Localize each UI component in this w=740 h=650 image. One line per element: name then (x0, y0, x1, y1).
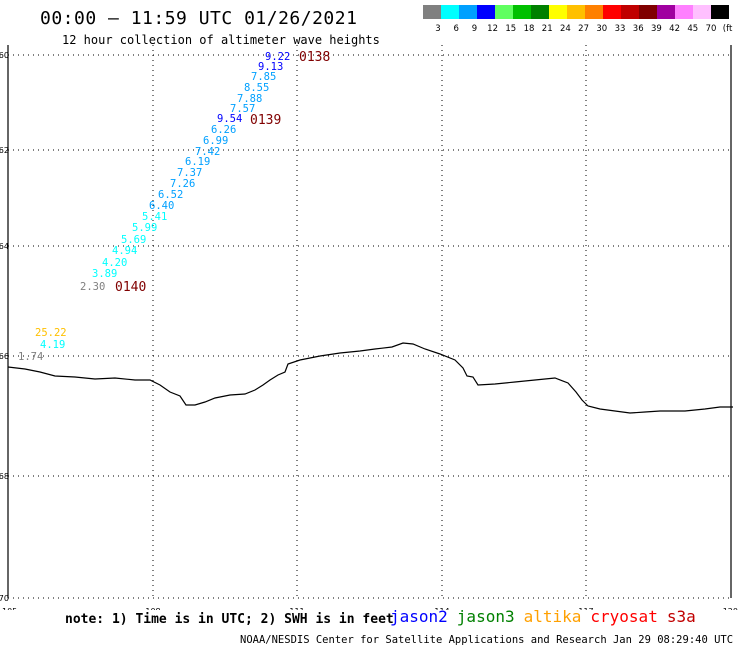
colorbar-label: 33 (615, 24, 626, 34)
colorbar-swatch (603, 5, 621, 19)
footer-note: note: 1) Time is in UTC; 2) SWH is in fe… (65, 612, 394, 627)
colorbar-label: (ft) (723, 24, 733, 34)
longitude-label: 120 (723, 607, 738, 610)
colorbar-label: 27 (578, 24, 589, 34)
colorbar-swatch (675, 5, 693, 19)
wave-height-value: 6.40 (149, 200, 174, 212)
legend-jason2: jason2 (390, 607, 448, 626)
map-grid: -60 -62 -64 -66 -68 -70 105 108 111 114 117 120 (0, 45, 738, 610)
longitude-label: 117 (578, 607, 593, 610)
wave-height-value: 5.99 (132, 222, 157, 234)
latitude-label: -64 (0, 242, 9, 251)
colorbar-label: 42 (669, 24, 680, 34)
wave-height-value: 4.20 (102, 257, 127, 269)
antarctic-coastline (7, 342, 733, 414)
colorbar-swatch (495, 5, 513, 19)
colorbar-label: 30 (596, 24, 607, 34)
pass-time-label: 0140 (115, 280, 146, 295)
chart-subtitle: 12 hour collection of altimeter wave hei… (62, 33, 380, 47)
latitude-label: -66 (0, 352, 9, 361)
colorbar-swatch (639, 5, 657, 19)
wave-height-value: 5.69 (121, 234, 146, 246)
colorbar-label: 70 (706, 24, 717, 34)
longitude-label: 114 (434, 607, 449, 610)
wave-height-value: 7.42 (195, 146, 220, 158)
colorbar-swatch (477, 5, 495, 19)
wave-observations: 9.229.137.858.557.887.579.546.266.997.42… (18, 51, 290, 363)
legend-cryosat: cryosat (590, 607, 658, 626)
colorbar-swatch (693, 5, 711, 19)
wave-height-value: 9.13 (258, 61, 283, 73)
latitude-label: -70 (0, 594, 9, 603)
wave-height-value: 4.94 (112, 245, 137, 257)
colorbar-label: 21 (542, 24, 553, 34)
colorbar-label: 15 (505, 24, 516, 34)
colorbar-label: 9 (472, 24, 477, 34)
colorbar-swatch (621, 5, 639, 19)
colorbar-label: 3 (435, 24, 440, 34)
longitude-label: 108 (145, 607, 160, 610)
longitude-label: 111 (289, 607, 304, 610)
wave-height-value: 7.88 (237, 93, 262, 105)
wave-height-value: 25.22 (35, 327, 67, 339)
colorbar-label: 45 (687, 24, 698, 34)
colorbar-swatch (657, 5, 675, 19)
wave-height-value: 6.26 (211, 124, 236, 136)
colorbar-swatch (531, 5, 549, 19)
wave-height-value: 7.37 (177, 167, 202, 179)
wave-height-value: 7.85 (251, 71, 276, 83)
wave-height-value: 6.52 (158, 189, 183, 201)
wave-height-value: 6.19 (185, 156, 210, 168)
wave-height-value: 9.22 (265, 51, 290, 63)
colorbar-swatch (441, 5, 459, 19)
wave-height-map: -60 -62 -64 -66 -68 -70 105 108 111 114 117 120 9.2… (0, 45, 738, 610)
chart-title: 00:00 – 11:59 UTC 01/26/2021 (40, 8, 358, 29)
pass-time-label: 0139 (250, 113, 281, 128)
colorbar-label: 36 (633, 24, 644, 34)
legend-jason3: jason3 (456, 607, 515, 626)
longitude-label: 105 (2, 607, 17, 610)
pass-time-labels: 0138 0139 0140 (115, 50, 330, 295)
colorbar-swatch (567, 5, 585, 19)
wave-height-value: 3.89 (92, 268, 117, 280)
wave-height-value: 2.30 (80, 281, 105, 293)
colorbar-swatch (459, 5, 477, 19)
wave-height-value: 7.26 (170, 178, 195, 190)
colorbar-swatch (711, 5, 729, 19)
colorbar-swatch (513, 5, 531, 19)
wave-height-value: 7.57 (230, 103, 255, 115)
wave-height-value: 5.41 (142, 211, 167, 223)
latitude-label: -62 (0, 146, 9, 155)
wave-height-value: 4.19 (40, 339, 65, 351)
colorbar-swatch (585, 5, 603, 19)
wave-height-value: 8.55 (244, 82, 269, 94)
wave-height-value: 9.54 (217, 113, 242, 125)
latitude-label: -60 (0, 51, 9, 60)
credit-line: NOAA/NESDIS Center for Satellite Applica… (240, 634, 740, 646)
colorbar-swatch (549, 5, 567, 19)
colorbar-swatch (423, 5, 441, 19)
pass-time-label: 0138 (299, 50, 330, 65)
legend-altika: altika (523, 607, 582, 626)
legend-s3a: s3a (666, 607, 696, 626)
colorbar-label: 12 (487, 24, 498, 34)
colorbar-label: 39 (651, 24, 662, 34)
wave-height-value: 6.99 (203, 135, 228, 147)
colorbar-label: 6 (453, 24, 458, 34)
satellite-legend: jason2 jason3 altika cryosat s3a (390, 607, 705, 626)
latitude-label: -68 (0, 472, 9, 481)
colorbar-label: 18 (524, 24, 535, 34)
wave-height-value: 1.74 (18, 351, 43, 363)
colorbar-label: 24 (560, 24, 571, 34)
